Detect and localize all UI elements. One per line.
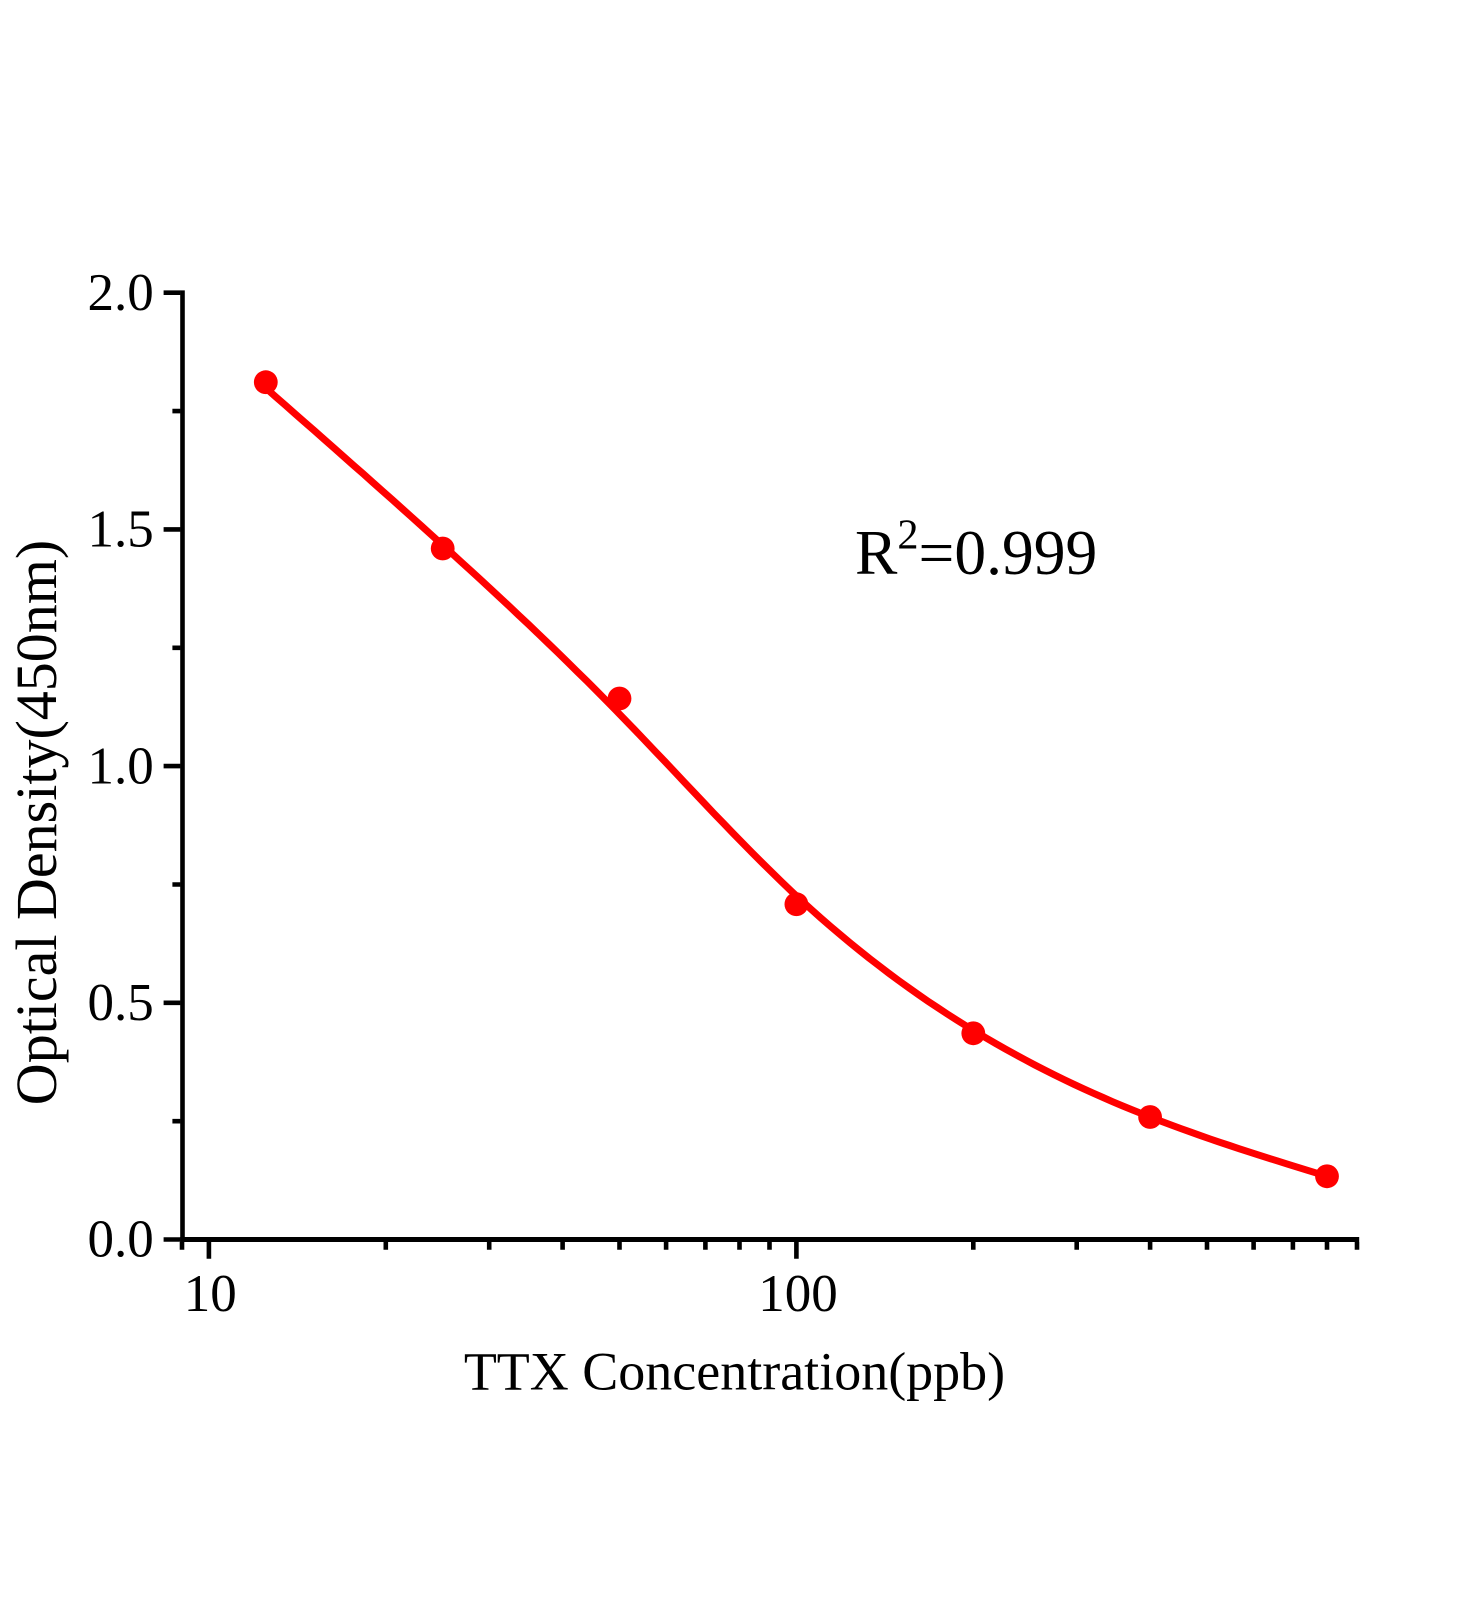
svg-text:2.0: 2.0 (88, 264, 154, 322)
svg-text:0.0: 0.0 (88, 1211, 154, 1269)
svg-text:Optical Density(450nm): Optical Density(450nm) (4, 540, 69, 1105)
svg-text:0.5: 0.5 (88, 974, 154, 1032)
svg-text:1.0: 1.0 (88, 737, 154, 795)
svg-text:10: 10 (184, 1265, 237, 1323)
svg-text:1.5: 1.5 (88, 501, 154, 559)
svg-text:TTX Concentration(ppb): TTX Concentration(ppb) (464, 1342, 1005, 1402)
svg-text:R2=0.999: R2=0.999 (855, 511, 1097, 588)
svg-text:100: 100 (758, 1265, 838, 1323)
